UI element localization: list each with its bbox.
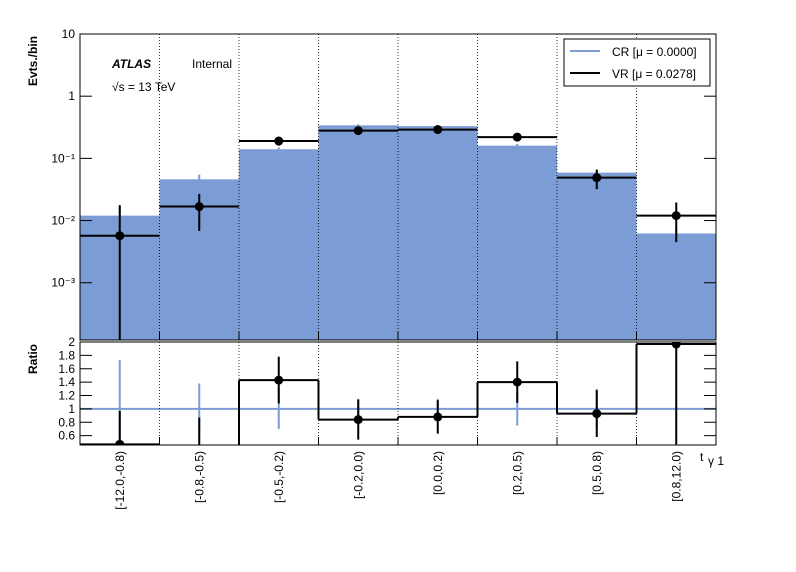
y-tick-label: 0.6 bbox=[58, 429, 75, 443]
bar bbox=[318, 125, 398, 340]
bar bbox=[239, 149, 319, 340]
internal-label: Internal bbox=[192, 57, 232, 71]
data-point bbox=[671, 211, 681, 221]
bar bbox=[477, 145, 557, 340]
y-tick-label: 2 bbox=[68, 335, 75, 349]
data-point bbox=[512, 132, 522, 142]
y-tick-label: 10⁻³ bbox=[51, 276, 75, 290]
x-tick-label: [-0.8,-0.5) bbox=[192, 451, 206, 503]
legend-label: CR [μ = 0.0000] bbox=[612, 45, 697, 59]
y-tick-label: 1.6 bbox=[58, 362, 75, 376]
y-tick-label: 1 bbox=[68, 89, 75, 103]
y-tick-label: 10 bbox=[62, 27, 76, 41]
x-tick-label: [-0.5,-0.2) bbox=[272, 451, 286, 503]
data-point bbox=[592, 409, 602, 419]
data-point bbox=[433, 412, 443, 422]
legend-box bbox=[563, 38, 711, 87]
data-point bbox=[433, 125, 443, 135]
x-tick-label: [0.5,0.8) bbox=[590, 451, 604, 495]
atlas-label: ATLAS bbox=[111, 57, 151, 71]
data-point bbox=[274, 375, 284, 385]
bar bbox=[636, 233, 716, 340]
data-point bbox=[512, 377, 522, 387]
x-tick-label: [0.0,0.2) bbox=[431, 451, 445, 495]
y-axis-label: Ratio bbox=[26, 344, 40, 374]
bar bbox=[398, 126, 478, 340]
y-tick-label: 1.2 bbox=[58, 389, 75, 403]
x-tick-label: [0.2,0.5) bbox=[510, 451, 524, 495]
y-tick-label: 0.8 bbox=[58, 415, 75, 429]
data-point bbox=[115, 439, 125, 445]
y-tick-label: 10⁻² bbox=[51, 214, 75, 228]
energy-label: √s = 13 TeV bbox=[112, 80, 175, 94]
data-point bbox=[353, 415, 363, 425]
x-tick-label: [0.8,12.0) bbox=[669, 451, 683, 502]
data-point bbox=[592, 173, 602, 183]
x-tick-label: [-0.2,0.0) bbox=[351, 451, 365, 499]
data-point bbox=[353, 126, 363, 136]
legend-label: VR [μ = 0.0278] bbox=[612, 67, 696, 81]
bar bbox=[557, 172, 637, 340]
y-tick-label: 10⁻¹ bbox=[51, 151, 75, 165]
plot-area bbox=[80, 124, 716, 340]
x-axis-label-sub: γ 1 bbox=[708, 454, 724, 468]
data-point bbox=[671, 342, 681, 349]
y-axis-label: Evts./bin bbox=[26, 36, 40, 86]
x-axis-label: t bbox=[700, 450, 704, 464]
plot-area bbox=[80, 342, 716, 445]
y-tick-label: 1 bbox=[68, 402, 75, 416]
y-tick-label: 1.4 bbox=[58, 375, 75, 389]
data-point bbox=[274, 136, 284, 146]
x-tick-label: [-12.0,-0.8) bbox=[113, 451, 127, 510]
y-tick-label: 1.8 bbox=[58, 348, 75, 362]
data-point bbox=[115, 231, 125, 241]
data-point bbox=[194, 202, 204, 212]
